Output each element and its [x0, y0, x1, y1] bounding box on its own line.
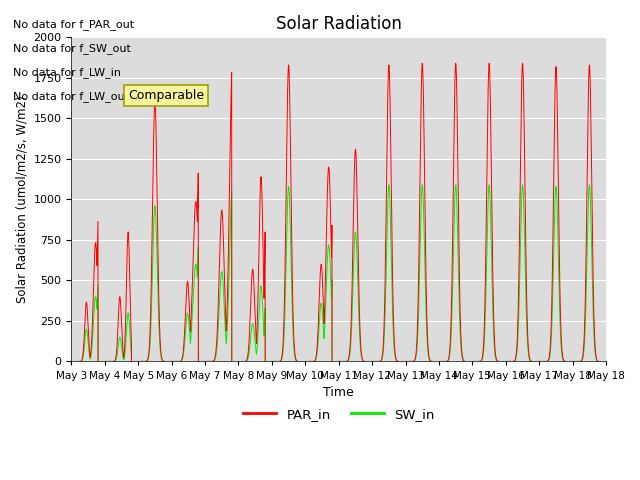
- Text: No data for f_LW_in: No data for f_LW_in: [13, 67, 121, 78]
- Text: No data for f_LW_out: No data for f_LW_out: [13, 91, 129, 102]
- Text: No data for f_PAR_out: No data for f_PAR_out: [13, 19, 134, 30]
- Text: No data for f_SW_out: No data for f_SW_out: [13, 43, 131, 54]
- Legend: PAR_in, SW_in: PAR_in, SW_in: [237, 403, 440, 426]
- Y-axis label: Solar Radiation (umol/m2/s, W/m2): Solar Radiation (umol/m2/s, W/m2): [15, 96, 28, 303]
- X-axis label: Time: Time: [323, 386, 354, 399]
- Title: Solar Radiation: Solar Radiation: [276, 15, 402, 33]
- Text: Comparable: Comparable: [128, 89, 204, 102]
